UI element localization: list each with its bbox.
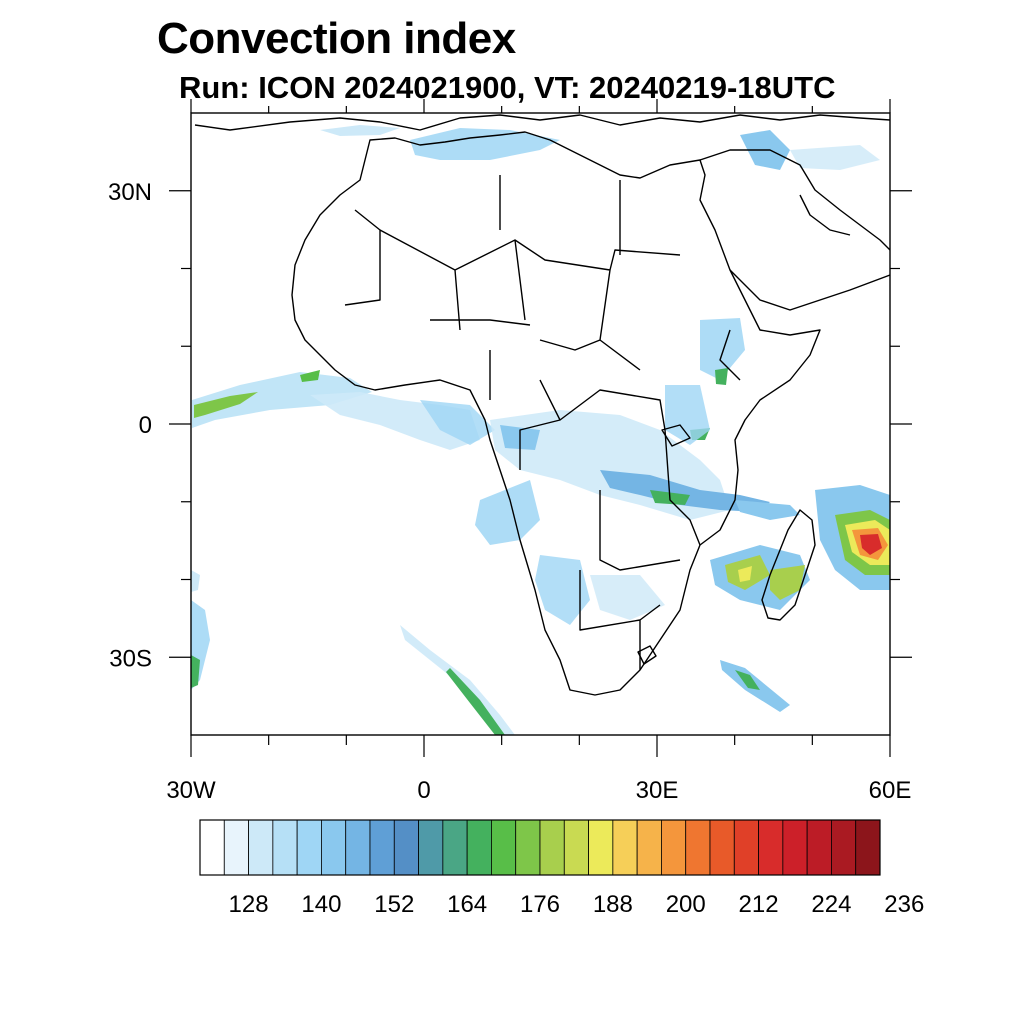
colorbar-swatch	[636, 819, 662, 876]
colorbar-swatch	[199, 819, 225, 876]
coastlines-borders	[194, 114, 890, 696]
field-area	[320, 125, 400, 136]
colorbar-swatch	[272, 819, 298, 876]
field-area	[300, 370, 320, 382]
y-tick-label: 30N	[108, 179, 152, 206]
field-area	[475, 480, 540, 545]
axis-ticks	[169, 99, 912, 757]
field-area	[194, 392, 258, 418]
colorbar-swatch	[782, 819, 808, 876]
colorbar-swatch	[491, 819, 517, 876]
colorbar-swatch	[539, 819, 565, 876]
colorbar-swatch	[563, 819, 589, 876]
x-tick-label: 60E	[869, 777, 912, 804]
convection-field	[191, 125, 890, 735]
colorbar-swatch	[588, 819, 614, 876]
colorbar-swatch	[733, 819, 759, 876]
field-area	[700, 318, 745, 380]
x-tick-label: 30W	[166, 777, 216, 804]
chart-title: Convection index	[157, 14, 516, 63]
colorbar-label: 224	[811, 891, 851, 918]
colorbar-frame	[199, 819, 881, 876]
field-area	[420, 400, 495, 445]
colorbar-swatch	[321, 819, 347, 876]
colorbar-swatch	[442, 819, 468, 876]
colorbar-swatch	[612, 819, 638, 876]
colorbar-swatch	[806, 819, 832, 876]
colorbar-label: 152	[374, 891, 414, 918]
colorbar-swatch	[345, 819, 371, 876]
x-tick-label: 30E	[636, 777, 679, 804]
field-area	[590, 575, 665, 620]
colorbar-label: 140	[301, 891, 341, 918]
colorbar-swatch	[248, 819, 274, 876]
colorbar-label: 200	[666, 891, 706, 918]
lake-victoria	[661, 424, 691, 447]
field-area	[191, 655, 200, 688]
field-area	[191, 570, 200, 592]
field-area	[735, 500, 800, 520]
colorbar-label: 212	[739, 891, 779, 918]
field-area	[738, 566, 752, 582]
chart-subtitle: Run: ICON 2024021900, VT: 20240219-18UTC	[179, 70, 836, 105]
colorbar-swatch	[685, 819, 711, 876]
field-area	[600, 470, 770, 512]
colorbar-swatch	[296, 819, 322, 876]
colorbar-swatch	[515, 819, 541, 876]
y-tick-label: 30S	[109, 645, 152, 672]
colorbar-labels: 128 140 152 164 176 188 200 212 224 236	[229, 891, 925, 918]
field-area	[192, 372, 372, 428]
colorbar-label: 188	[593, 891, 633, 918]
colorbar-label: 128	[229, 891, 269, 918]
axis-tick-labels: 30W 0 30E 60E 30N 0 30S	[108, 179, 911, 804]
africa-coastline	[291, 131, 821, 696]
x-tick-label: 0	[417, 777, 430, 804]
colorbar-swatch	[393, 819, 419, 876]
lesotho-border	[637, 645, 657, 665]
colorbar-swatch	[709, 819, 735, 876]
field-area	[410, 128, 560, 160]
colorbar-label: 176	[520, 891, 560, 918]
colorbar-label: 236	[884, 891, 924, 918]
colorbar-swatch	[855, 819, 881, 876]
colorbar-swatch	[418, 819, 444, 876]
field-area	[665, 385, 710, 445]
colorbar-swatch	[223, 819, 249, 876]
field-area	[535, 555, 590, 625]
field-area	[860, 534, 882, 555]
country-border	[344, 175, 741, 670]
colorbar-label: 164	[447, 891, 487, 918]
field-area	[770, 565, 805, 600]
field-area	[446, 668, 505, 735]
field-area	[790, 145, 880, 170]
field-area	[735, 670, 760, 690]
europe-coastline	[194, 114, 890, 131]
colorbar-swatch	[831, 819, 857, 876]
colorbar	[199, 819, 881, 876]
colorbar-swatch	[758, 819, 784, 876]
field-area	[715, 368, 728, 385]
colorbar-swatch	[661, 819, 687, 876]
arabia-coastline	[699, 149, 890, 311]
colorbar-swatch	[369, 819, 395, 876]
y-tick-label: 0	[139, 412, 152, 439]
madagascar-coastline	[761, 509, 816, 621]
colorbar-swatch	[466, 819, 492, 876]
